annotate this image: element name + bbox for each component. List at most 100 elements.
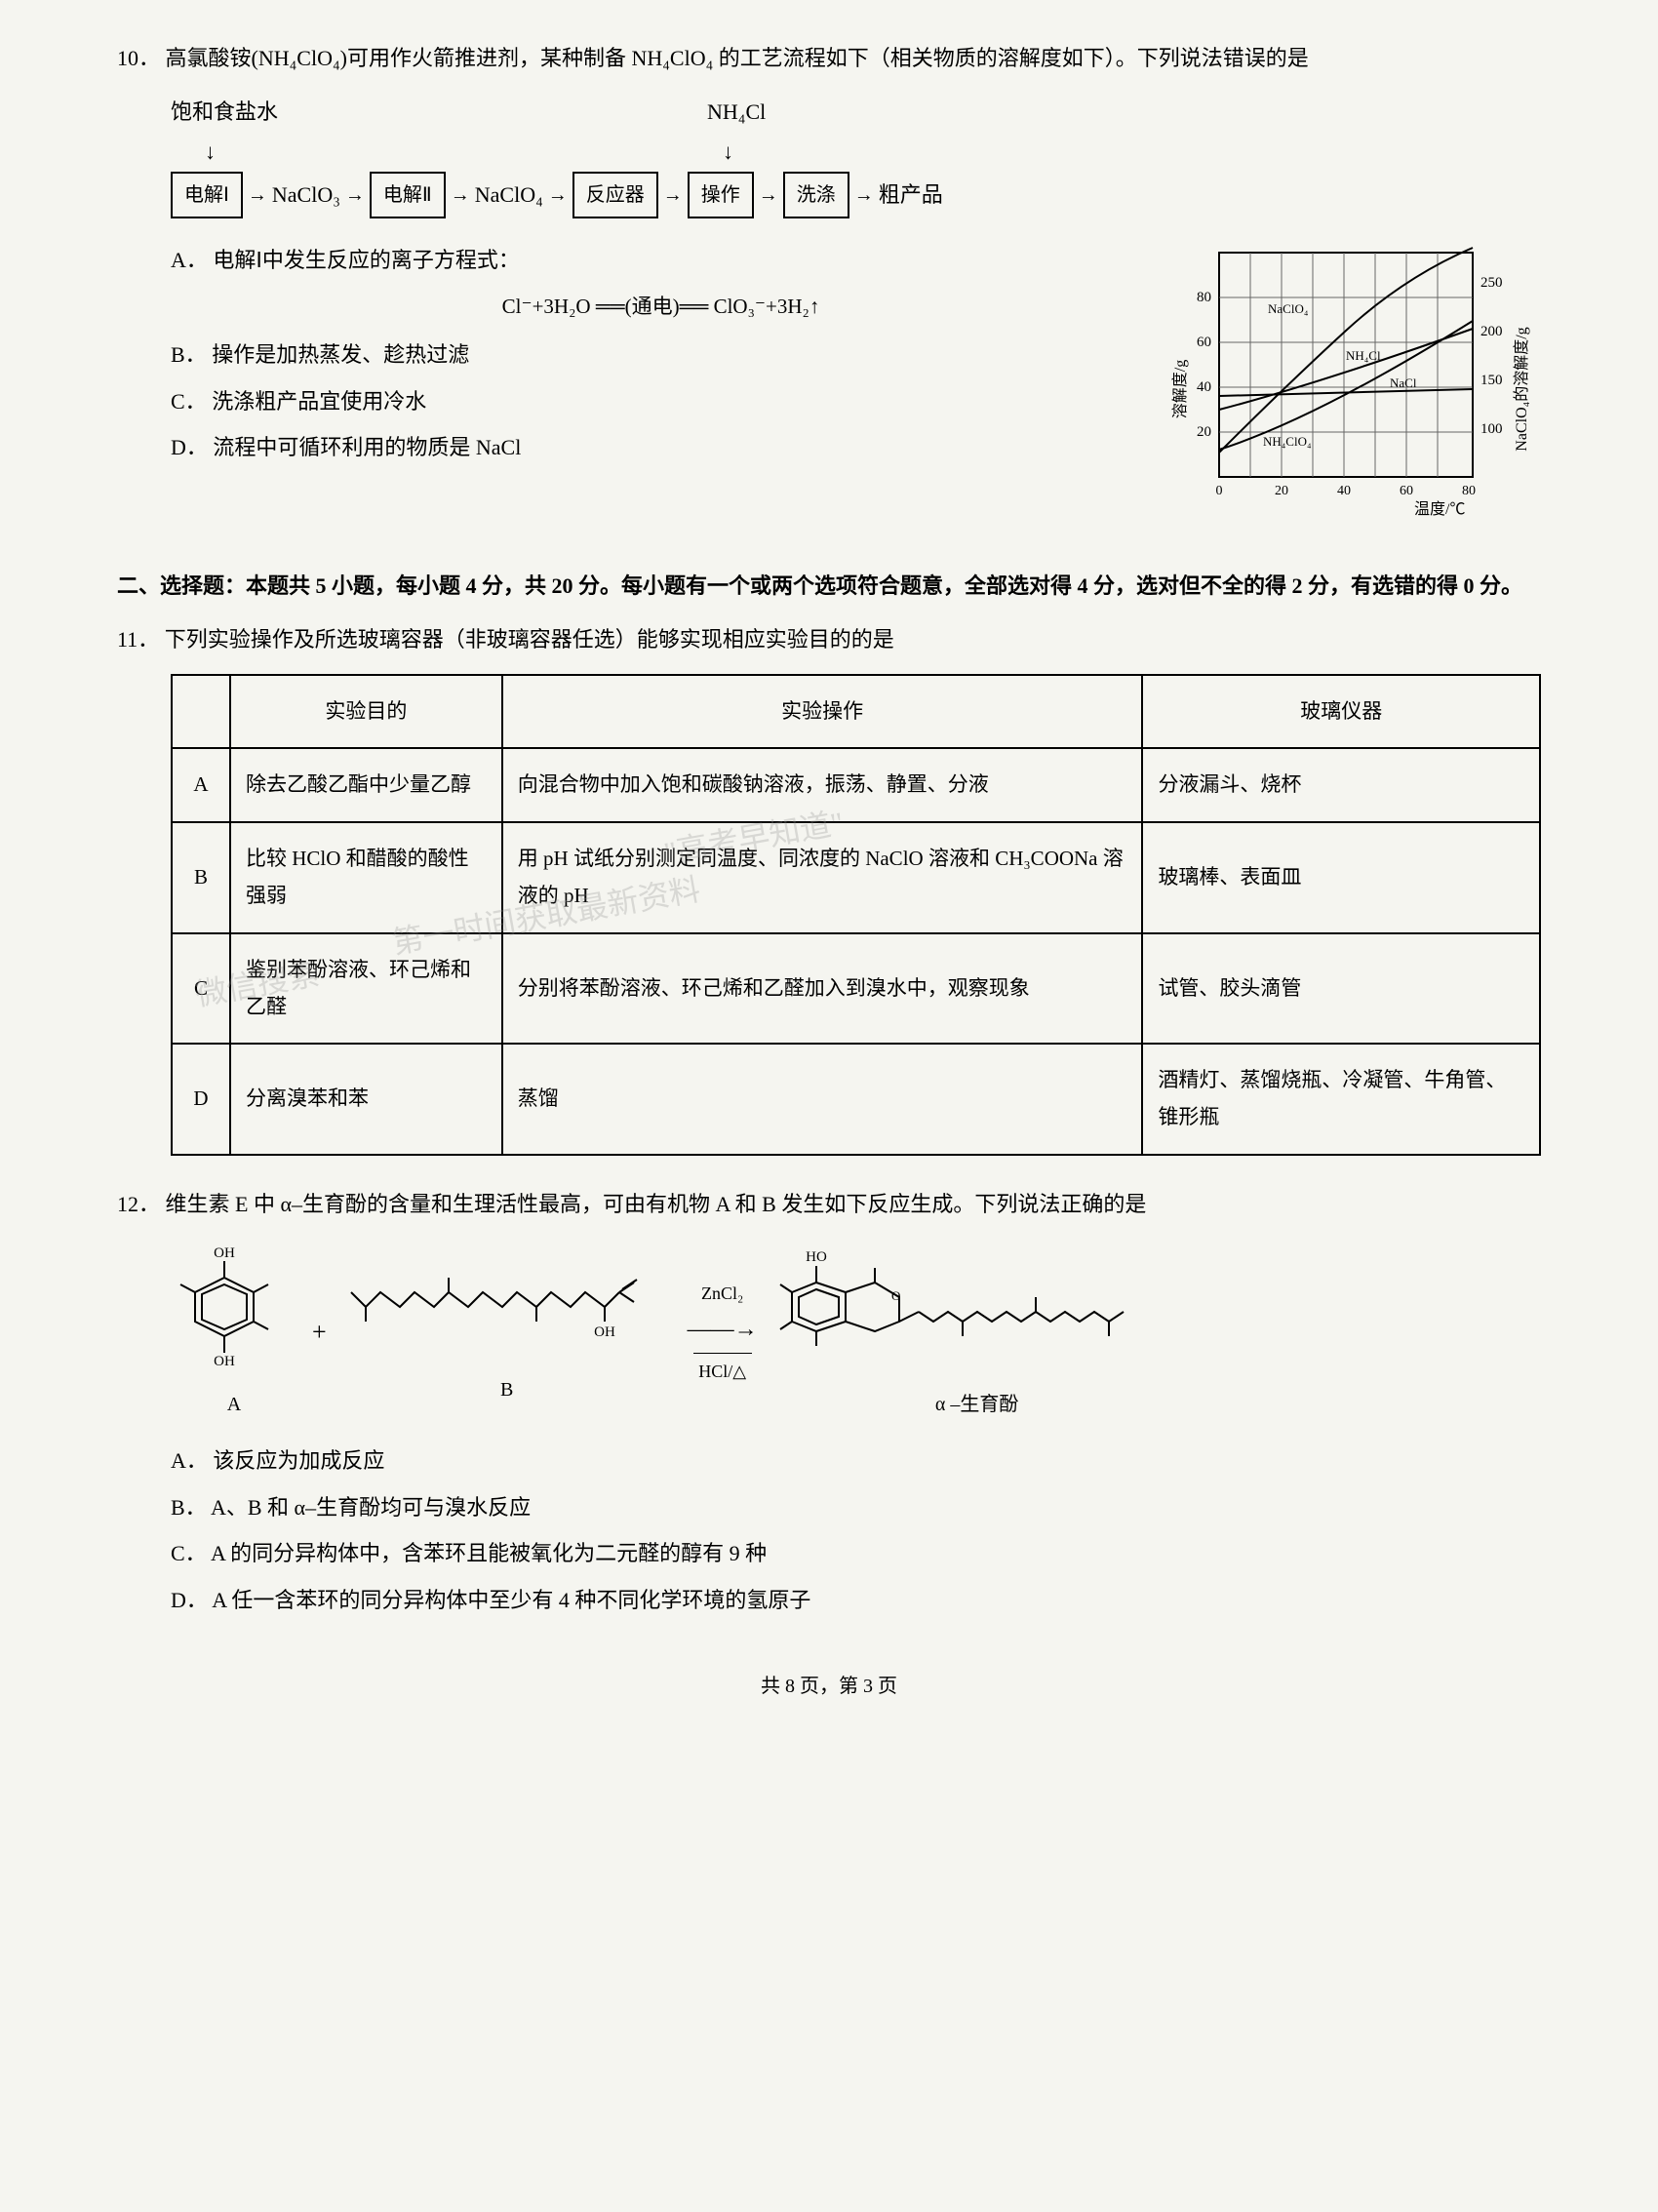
option-label: D． [171, 435, 208, 459]
option-label: B． [171, 1495, 207, 1520]
section2-header: 二、选择题：本题共 5 小题，每小题 4 分，共 20 分。每小题有一个或两个选… [117, 567, 1541, 606]
flow-row: 电解Ⅰ → NaClO₃ → 电解Ⅱ → NaClO₄ → 反应器 → 操作 →… [171, 172, 1541, 218]
svg-text:HO: HO [806, 1249, 827, 1265]
svg-text:溶解度/g: 溶解度/g [1171, 360, 1189, 418]
svg-text:O: O [891, 1288, 900, 1303]
option-d: D． A 任一含苯环的同分异构体中至少有 4 种不同化学环境的氢原子 [171, 1581, 1541, 1620]
plus-icon: + [312, 1310, 327, 1356]
svg-text:NaClO₄: NaClO₄ [1268, 301, 1309, 316]
table-header: 实验操作 [502, 675, 1143, 749]
option-text: 洗涤粗产品宜使用冷水 [212, 389, 426, 414]
flow-box: 操作 [688, 172, 754, 218]
q11-number: 11． [117, 627, 159, 652]
svg-text:NaCl: NaCl [1390, 375, 1417, 390]
svg-text:100: 100 [1480, 421, 1503, 437]
question-11: 11． 下列实验操作及所选玻璃容器（非玻璃容器任选）能够实现相应实验目的的是 "… [117, 620, 1541, 1156]
option-label: A． [171, 1448, 208, 1473]
svg-text:250: 250 [1480, 275, 1503, 291]
q10-number: 10． [117, 46, 160, 70]
flow-label-left: 饱和食盐水 [171, 93, 278, 132]
structure-label: A [171, 1387, 297, 1422]
option-label: C． [171, 389, 207, 414]
table-header-row: 实验目的 实验操作 玻璃仪器 [172, 675, 1540, 749]
option-c: C． 洗涤粗产品宜使用冷水 [171, 382, 1151, 421]
table-cell: 玻璃棒、表面皿 [1142, 822, 1540, 933]
arrow-right-icon: → [548, 178, 568, 213]
question-12: 12． 维生素 E 中 α–生育酚的含量和生理活性最高，可由有机物 A 和 B … [117, 1185, 1541, 1620]
table-cell: 分液漏斗、烧杯 [1142, 748, 1540, 822]
experiment-table: 实验目的 实验操作 玻璃仪器 A 除去乙酸乙酯中少量乙醇 向混合物中加入饱和碳酸… [171, 674, 1541, 1156]
table-row: B 比较 HClO 和醋酸的酸性强弱 用 pH 试纸分别测定同温度、同浓度的 N… [172, 822, 1540, 933]
table-cell: C [172, 933, 230, 1045]
table-cell: 酒精灯、蒸馏烧瓶、冷凝管、牛角管、锥形瓶 [1142, 1044, 1540, 1155]
svg-text:80: 80 [1197, 290, 1211, 305]
table-row: D 分离溴苯和苯 蒸馏 酒精灯、蒸馏烧瓶、冷凝管、牛角管、锥形瓶 [172, 1044, 1540, 1155]
arrow-right-icon: → [854, 178, 874, 213]
flow-box: 反应器 [572, 172, 658, 218]
option-text: A 任一含苯环的同分异构体中至少有 4 种不同化学环境的氢原子 [212, 1588, 810, 1612]
option-text: 该反应为加成反应 [213, 1448, 384, 1473]
arrow-right-icon: → [663, 178, 683, 213]
table-cell: 向混合物中加入饱和碳酸钠溶液，振荡、静置、分液 [502, 748, 1143, 822]
table-header: 玻璃仪器 [1142, 675, 1540, 749]
q12-text: 维生素 E 中 α–生育酚的含量和生理活性最高，可由有机物 A 和 B 发生如下… [166, 1192, 1147, 1216]
table-cell: A [172, 748, 230, 822]
table-cell: 用 pH 试纸分别测定同温度、同浓度的 NaClO 溶液和 CH₃COONa 溶… [502, 822, 1143, 933]
svg-text:OH: OH [214, 1354, 235, 1369]
svg-text:NH₄ClO₄: NH₄ClO₄ [1263, 434, 1312, 449]
arrow-right-icon: → [345, 178, 365, 213]
structure-label: B [341, 1372, 673, 1407]
structure-b: OH B [341, 1258, 673, 1408]
flow-text: NaClO₃ [272, 176, 340, 215]
option-b: B． 操作是加热蒸发、趁热过滤 [171, 336, 1151, 375]
arrow-right-icon: → [759, 178, 778, 213]
svg-text:200: 200 [1480, 324, 1503, 339]
svg-text:OH: OH [214, 1245, 235, 1261]
structure-label: α –生育酚 [772, 1387, 1182, 1422]
svg-text:40: 40 [1337, 484, 1351, 498]
option-text: A、B 和 α–生育酚均可与溴水反应 [211, 1495, 531, 1520]
svg-text:40: 40 [1197, 379, 1211, 395]
down-arrow-icon: ↓ [205, 133, 216, 172]
reaction-conditions: ZnCl₂ ——→ HCl/△ [688, 1278, 758, 1388]
table-cell: 试管、胶头滴管 [1142, 933, 1540, 1045]
svg-text:0: 0 [1216, 484, 1223, 498]
structure-product: HO O α –生育酚 [772, 1244, 1182, 1423]
reagent-top: ZnCl₂ [701, 1278, 743, 1309]
svg-text:温度/℃: 温度/℃ [1414, 500, 1465, 518]
flow-text: 粗产品 [879, 176, 943, 215]
q10-options: A． 电解Ⅰ中发生反应的离子方程式： Cl⁻+3H₂O ══(通电)══ ClO… [117, 233, 1151, 538]
svg-text:60: 60 [1197, 335, 1211, 350]
option-text: 流程中可循环利用的物质是 NaCl [213, 435, 521, 459]
question-10: 10． 高氯酸铵(NH₄ClO₄)可用作火箭推进剂，某种制备 NH₄ClO₄ 的… [117, 39, 1541, 537]
flow-box: 洗涤 [783, 172, 849, 218]
table-row: A 除去乙酸乙酯中少量乙醇 向混合物中加入饱和碳酸钠溶液，振荡、静置、分液 分液… [172, 748, 1540, 822]
option-text: 电解Ⅰ中发生反应的离子方程式： [213, 248, 520, 272]
arrow-right-icon: → [451, 178, 470, 213]
svg-text:NaClO₄的溶解度/g: NaClO₄的溶解度/g [1513, 327, 1530, 451]
table-row: C 鉴别苯酚溶液、环己烯和乙醛 分别将苯酚溶液、环己烯和乙醛加入到溴水中，观察现… [172, 933, 1540, 1045]
table-cell: D [172, 1044, 230, 1155]
arrow-right-icon: → [248, 178, 267, 213]
option-a: A． 该反应为加成反应 [171, 1442, 1541, 1481]
solubility-chart: 80 60 40 20 250 200 150 100 0 20 40 60 8… [1170, 233, 1541, 538]
table-cell: 比较 HClO 和醋酸的酸性强弱 [230, 822, 502, 933]
reaction-diagram: OH OH A + OH B [171, 1244, 1541, 1423]
equation: Cl⁻+3H₂O ══(通电)══ ClO₃⁻+3H₂↑ [171, 289, 1151, 326]
table-cell: 蒸馏 [502, 1044, 1143, 1155]
q12-number: 12． [117, 1192, 160, 1216]
option-label: C． [171, 1541, 207, 1565]
down-arrow-icon: ↓ [723, 133, 733, 172]
flow-label-mid: NH₄Cl [707, 93, 766, 132]
arrow-right-icon: ——→ [688, 1309, 758, 1351]
q11-text: 下列实验操作及所选玻璃容器（非玻璃容器任选）能够实现相应实验目的的是 [165, 627, 894, 652]
svg-text:NH₄Cl: NH₄Cl [1346, 348, 1381, 363]
option-d: D． 流程中可循环利用的物质是 NaCl [171, 428, 1151, 467]
svg-text:OH: OH [594, 1324, 615, 1340]
table-cell: 除去乙酸乙酯中少量乙醇 [230, 748, 502, 822]
option-label: B． [171, 342, 207, 367]
table-cell: 分别将苯酚溶液、环己烯和乙醛加入到溴水中，观察现象 [502, 933, 1143, 1045]
page-footer: 共 8 页，第 3 页 [117, 1669, 1541, 1704]
option-c: C． A 的同分异构体中，含苯环且能被氧化为二元醛的醇有 9 种 [171, 1534, 1541, 1573]
table-header [172, 675, 230, 749]
